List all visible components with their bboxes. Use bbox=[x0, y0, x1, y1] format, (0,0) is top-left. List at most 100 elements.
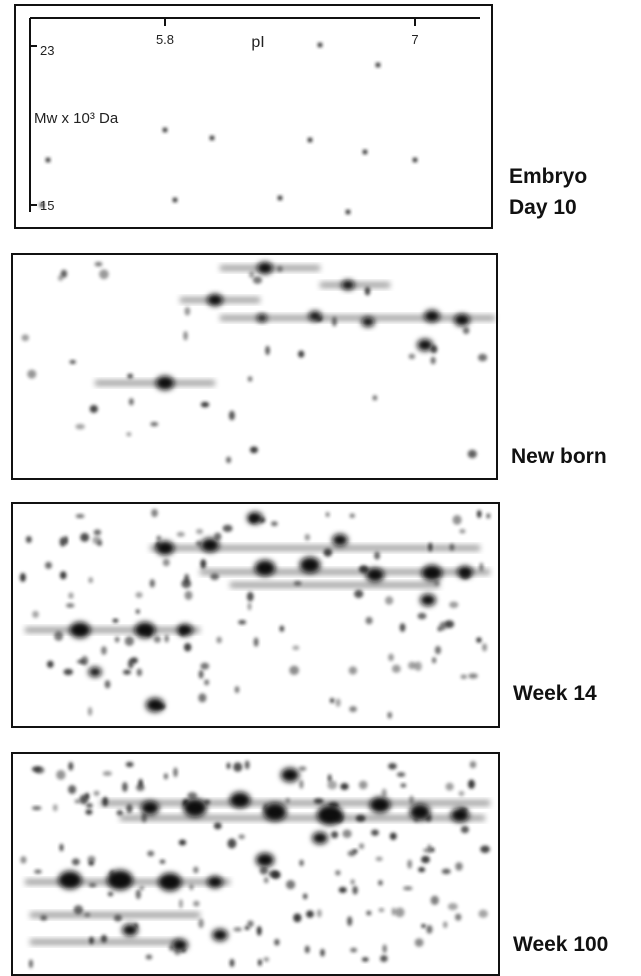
spot bbox=[193, 866, 199, 874]
spot bbox=[352, 885, 358, 895]
spot bbox=[227, 838, 237, 849]
spot bbox=[88, 667, 102, 677]
spot bbox=[354, 589, 364, 599]
spot bbox=[244, 760, 250, 770]
spot bbox=[100, 800, 490, 806]
spot bbox=[350, 879, 355, 885]
spot bbox=[389, 832, 397, 841]
spot bbox=[39, 202, 45, 208]
spot bbox=[424, 310, 440, 322]
spot bbox=[271, 870, 281, 880]
spot bbox=[222, 524, 233, 533]
spot bbox=[317, 42, 323, 48]
spot bbox=[228, 410, 235, 421]
spot bbox=[68, 784, 77, 795]
spot bbox=[482, 643, 488, 652]
spot bbox=[325, 512, 330, 518]
spot bbox=[54, 631, 64, 641]
spot bbox=[409, 804, 431, 820]
spot bbox=[213, 822, 222, 830]
spot bbox=[421, 565, 443, 581]
spot bbox=[178, 899, 183, 909]
spot bbox=[71, 858, 80, 866]
spot bbox=[87, 855, 96, 863]
spot bbox=[80, 532, 90, 542]
spot bbox=[430, 895, 439, 906]
panel-label: Day 10 bbox=[509, 196, 577, 219]
spot bbox=[460, 674, 468, 679]
spot bbox=[417, 339, 433, 351]
spot bbox=[366, 910, 372, 916]
spot bbox=[162, 127, 168, 133]
gels bbox=[19, 42, 495, 969]
spot bbox=[30, 939, 180, 945]
spot bbox=[335, 698, 341, 707]
spot bbox=[395, 907, 405, 918]
spot bbox=[364, 286, 371, 296]
spot bbox=[114, 636, 120, 643]
spot bbox=[462, 327, 470, 335]
spot bbox=[63, 536, 68, 545]
panel-label: Embryo bbox=[509, 165, 587, 188]
spot bbox=[116, 809, 124, 816]
spot bbox=[150, 421, 159, 427]
spot bbox=[378, 908, 385, 913]
spot bbox=[28, 959, 34, 969]
spot bbox=[238, 834, 245, 840]
spot bbox=[234, 686, 240, 694]
spot bbox=[457, 566, 473, 578]
spot bbox=[159, 859, 166, 864]
spot bbox=[382, 944, 387, 954]
spot bbox=[69, 622, 91, 638]
spot bbox=[387, 711, 393, 719]
spot bbox=[147, 850, 155, 857]
spot bbox=[172, 939, 188, 951]
spot bbox=[94, 261, 103, 267]
spot bbox=[352, 849, 358, 854]
spot bbox=[75, 423, 85, 430]
spot bbox=[361, 957, 369, 962]
spot bbox=[460, 825, 470, 834]
spot bbox=[421, 923, 426, 929]
spot bbox=[189, 884, 194, 891]
panel-label: New born bbox=[511, 445, 607, 468]
spot bbox=[421, 855, 430, 864]
spot bbox=[65, 603, 75, 608]
spot bbox=[68, 592, 74, 599]
spot bbox=[371, 829, 379, 836]
spot bbox=[369, 797, 391, 813]
spot bbox=[173, 767, 178, 778]
spot bbox=[233, 927, 243, 932]
spot bbox=[104, 680, 111, 689]
spot bbox=[120, 815, 485, 821]
spot bbox=[19, 572, 26, 582]
spot bbox=[247, 602, 252, 611]
spot bbox=[155, 376, 175, 390]
spot bbox=[30, 912, 200, 918]
spot bbox=[335, 870, 341, 876]
spot bbox=[75, 514, 85, 519]
spot bbox=[329, 697, 335, 704]
spot bbox=[486, 513, 491, 519]
spot bbox=[101, 646, 107, 655]
spot bbox=[74, 799, 81, 804]
spot bbox=[125, 761, 134, 768]
spot bbox=[145, 954, 153, 960]
spot bbox=[107, 870, 133, 890]
spot bbox=[480, 845, 490, 854]
spot bbox=[135, 592, 143, 599]
spot bbox=[255, 853, 275, 867]
spot bbox=[293, 913, 302, 923]
spot bbox=[198, 693, 207, 703]
spot bbox=[381, 788, 387, 798]
x-tick-label: 5.8 bbox=[156, 32, 174, 47]
spot bbox=[257, 959, 262, 966]
spot bbox=[195, 540, 202, 547]
spot bbox=[27, 369, 37, 379]
spot bbox=[130, 657, 138, 664]
spot bbox=[338, 886, 347, 894]
spot bbox=[270, 521, 278, 527]
spot bbox=[181, 579, 192, 589]
spot bbox=[449, 601, 459, 609]
spot bbox=[93, 529, 102, 536]
